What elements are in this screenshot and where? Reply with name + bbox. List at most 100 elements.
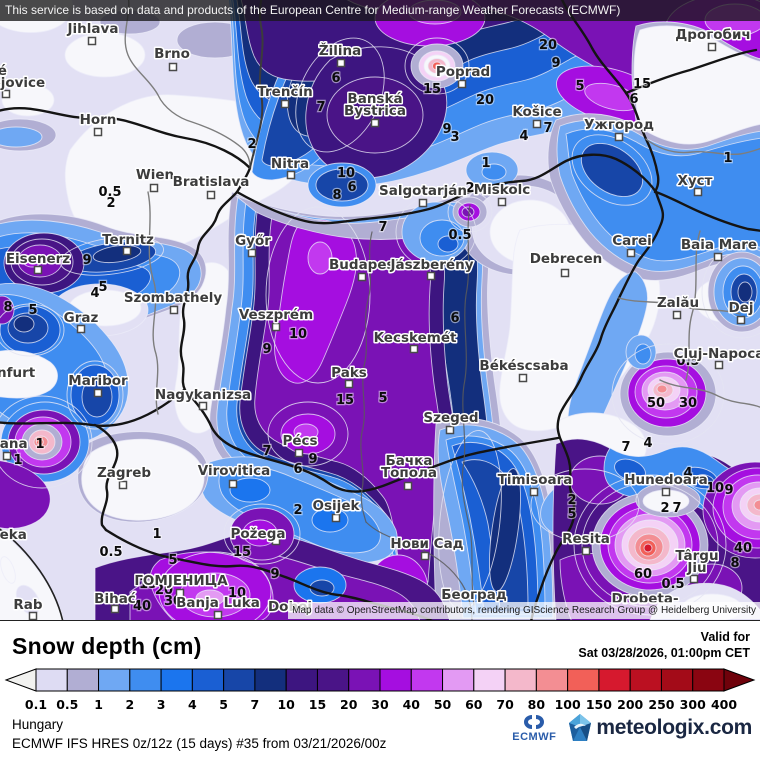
scale-tick: 80 xyxy=(528,697,546,712)
contour-label: 0.5 xyxy=(448,228,471,243)
snow-depth-map[interactable]: 6 7 2 0.5 2 10 6 8 20 9 5 15 15 20 6 9 3 4 7 1 2 1 9 5 4 8 5 10 9 15 7… xyxy=(0,0,760,620)
contour-label: 5 xyxy=(575,79,584,94)
city-marker xyxy=(198,401,208,411)
city-label: Banská Bystrica xyxy=(344,91,406,119)
scale-segment xyxy=(348,668,381,692)
city-marker xyxy=(344,379,354,389)
scale-segment xyxy=(442,668,475,692)
city-marker xyxy=(418,198,428,208)
city-label: Târgu Jiu xyxy=(675,548,718,576)
city-label: Rab xyxy=(13,597,43,613)
meteologix-logo-text: meteologix.com xyxy=(596,716,752,739)
city-label: Veszprém xyxy=(239,307,313,323)
contour-label: 4 xyxy=(643,436,652,451)
scale-tick: 5 xyxy=(219,697,228,712)
contour-label: 7 xyxy=(316,100,325,115)
city-label: Osijek xyxy=(313,498,361,514)
city-marker xyxy=(529,487,539,497)
city-label: Košice xyxy=(512,104,561,120)
city-label: Jihlava xyxy=(67,21,119,37)
scale-segment xyxy=(316,668,350,692)
contour-label: 15 xyxy=(423,82,441,97)
scale-segment xyxy=(692,668,725,692)
contour-label: 5 xyxy=(28,303,37,318)
scale-tick: 0.1 xyxy=(25,697,47,712)
scale-segment xyxy=(223,668,256,692)
city-label: Győr xyxy=(235,233,271,249)
city-marker xyxy=(693,187,703,197)
city-label: Bratislava xyxy=(173,174,250,190)
city-marker xyxy=(689,574,699,584)
contour-label: 15 xyxy=(139,577,157,592)
contour-label: 9 xyxy=(262,342,271,357)
contour-label: 7 xyxy=(672,501,681,516)
city-marker xyxy=(294,448,304,458)
contour-label: 30 xyxy=(679,396,697,411)
contour-label: 1 xyxy=(35,437,44,452)
country-borders xyxy=(0,0,760,620)
city-marker xyxy=(736,315,746,325)
scale-segment xyxy=(660,668,694,692)
contour-label: 9 xyxy=(551,56,560,71)
map-attribution: Map data © OpenStreetMap contributors, r… xyxy=(288,602,760,619)
ecmwf-logo[interactable]: ECMWF xyxy=(512,713,556,743)
contour-label: 10 xyxy=(706,481,724,496)
city-marker xyxy=(33,265,43,275)
city-label: Banja Luka xyxy=(176,595,260,611)
city-marker xyxy=(532,119,542,129)
valid-for-label: Valid for xyxy=(700,630,750,644)
city-label: Ternitz xyxy=(102,232,154,248)
city-label: Carei xyxy=(612,233,651,249)
city-marker xyxy=(110,604,120,614)
city-label: Дрогобич xyxy=(675,27,750,43)
city-label: Poprad xyxy=(436,64,490,80)
scale-tick: 400 xyxy=(711,697,737,712)
contour-label: 1 xyxy=(13,453,22,468)
scale-tick: 30 xyxy=(371,697,389,712)
city-marker xyxy=(614,132,624,142)
ecmwf-service-banner: This service is based on data and produc… xyxy=(0,0,760,21)
contour-label: 8 xyxy=(332,188,341,203)
contour-label: 50 xyxy=(647,396,665,411)
contour-label: 10 xyxy=(228,586,246,601)
contour-label: 0.5 xyxy=(98,185,121,200)
scale-segment xyxy=(98,668,131,692)
scale-segment xyxy=(629,668,662,692)
city-marker xyxy=(626,248,636,258)
city-marker xyxy=(2,451,12,461)
contour-label: 60 xyxy=(634,567,652,582)
scale-tick: 50 xyxy=(434,697,452,712)
city-marker xyxy=(118,480,128,490)
contour-label: 40 xyxy=(133,599,151,614)
city-label: Хуст xyxy=(677,173,712,189)
city-label: Ljubljana xyxy=(0,436,28,452)
contour-label: 3 xyxy=(450,130,459,145)
city-marker xyxy=(168,62,178,72)
contour-label: 9 xyxy=(442,122,451,137)
city-marker xyxy=(714,360,724,370)
contour-label: 4 xyxy=(519,129,528,144)
city-marker xyxy=(420,551,430,561)
city-label: Wien xyxy=(136,167,174,183)
city-marker xyxy=(409,344,419,354)
city-label: Požega xyxy=(231,526,286,542)
city-marker xyxy=(28,611,38,620)
meteologix-logo[interactable]: meteologix.com xyxy=(568,713,752,743)
contour-label: 2 xyxy=(293,503,302,518)
city-marker xyxy=(1,89,11,99)
legend-panel: Snow depth (cm) Valid for Sat 03/28/2026… xyxy=(0,620,760,760)
scale-segment xyxy=(567,668,600,692)
logo-row: ECMWF meteologix.com xyxy=(512,713,752,743)
city-label: Klagenfurt xyxy=(0,365,36,381)
scale-tick: 40 xyxy=(403,697,421,712)
city-label: Paks xyxy=(331,365,367,381)
city-marker xyxy=(336,58,346,68)
scale-segment xyxy=(410,668,444,692)
city-label: Debrecen xyxy=(530,251,603,267)
city-label: Budapest xyxy=(329,257,402,273)
city-marker xyxy=(370,118,380,128)
scale-under-arrow xyxy=(4,668,37,692)
scale-segment xyxy=(191,668,225,692)
